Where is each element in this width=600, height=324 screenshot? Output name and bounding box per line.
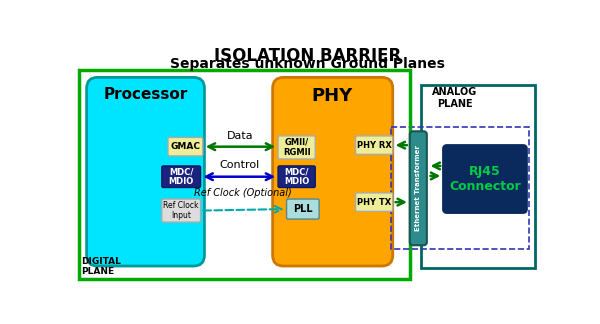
Text: PHY TX: PHY TX xyxy=(357,198,391,207)
Text: GMAC: GMAC xyxy=(170,142,200,151)
Text: Processor: Processor xyxy=(103,87,188,102)
Text: Ethernet Transformer: Ethernet Transformer xyxy=(415,145,421,231)
Bar xyxy=(421,85,535,268)
Text: Ref Clock (Optional): Ref Clock (Optional) xyxy=(194,188,292,198)
Text: ISOLATION BARRIER: ISOLATION BARRIER xyxy=(214,47,401,64)
Text: PHY: PHY xyxy=(311,87,353,105)
FancyBboxPatch shape xyxy=(443,145,527,213)
Bar xyxy=(79,70,410,279)
FancyBboxPatch shape xyxy=(410,131,427,245)
FancyBboxPatch shape xyxy=(287,199,319,219)
Text: PLL: PLL xyxy=(293,204,313,214)
Text: Separates unknown Ground Planes: Separates unknown Ground Planes xyxy=(170,57,445,71)
FancyBboxPatch shape xyxy=(272,77,393,266)
Text: Ref Clock
Input: Ref Clock Input xyxy=(163,201,199,220)
FancyBboxPatch shape xyxy=(278,136,315,159)
Text: Data: Data xyxy=(227,131,253,141)
FancyBboxPatch shape xyxy=(278,166,315,188)
Text: RJ45
Connector: RJ45 Connector xyxy=(449,165,521,193)
Text: GMII/
RGMII: GMII/ RGMII xyxy=(283,138,310,157)
FancyBboxPatch shape xyxy=(162,166,200,188)
FancyBboxPatch shape xyxy=(162,199,200,222)
FancyBboxPatch shape xyxy=(86,77,205,266)
Text: MDC/
MDIO: MDC/ MDIO xyxy=(169,167,194,186)
FancyBboxPatch shape xyxy=(356,136,393,154)
Text: PHY RX: PHY RX xyxy=(357,141,392,150)
Text: Control: Control xyxy=(219,160,259,170)
Text: DIGITAL
PLANE: DIGITAL PLANE xyxy=(81,257,121,276)
Text: ANALOG
PLANE: ANALOG PLANE xyxy=(432,87,478,109)
FancyBboxPatch shape xyxy=(168,137,203,156)
Bar xyxy=(391,127,529,249)
FancyBboxPatch shape xyxy=(356,193,393,211)
Text: MDC/
MDIO: MDC/ MDIO xyxy=(284,167,309,186)
